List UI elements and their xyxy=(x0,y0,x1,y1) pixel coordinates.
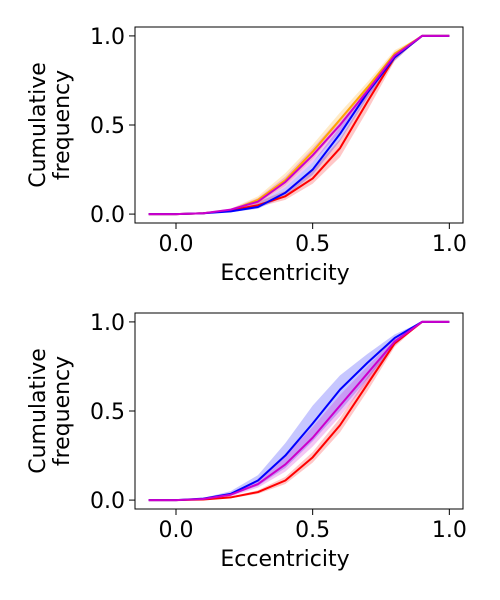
x-tick-label: 1.0 xyxy=(432,232,467,257)
y-tick-label: 0.5 xyxy=(90,114,125,139)
y-axis-label: frequency xyxy=(50,70,75,180)
y-axis-label: frequency xyxy=(50,356,75,466)
top-chart: 0.0 0.5 1.0 0.0 0.5 1.0 Eccentricity Cumulative… xyxy=(26,25,467,286)
y-axis-label: Cumulative xyxy=(26,348,51,474)
x-axis-label: Eccentricity xyxy=(220,547,349,572)
series-3-line xyxy=(148,34,450,216)
x-tick-label: 0.0 xyxy=(159,232,194,257)
y-tick-label: 1.0 xyxy=(90,311,125,336)
series-2-line xyxy=(148,320,450,502)
x-tick-label: 0.5 xyxy=(295,518,330,543)
y-axis-label: Cumulative xyxy=(26,62,51,188)
y-tick-label: 1.0 xyxy=(90,25,125,50)
y-tick-label: 0.5 xyxy=(90,400,125,425)
y-tick-label: 0.0 xyxy=(90,203,125,228)
x-tick-label: 0.0 xyxy=(159,518,194,543)
bottom-chart: 0.0 0.5 1.0 0.0 0.5 1.0 Eccentricity Cumulative… xyxy=(26,311,467,572)
x-tick-label: 1.0 xyxy=(432,518,467,543)
x-axis-label: Eccentricity xyxy=(220,261,349,286)
x-tick-label: 0.5 xyxy=(295,232,330,257)
y-tick-label: 0.0 xyxy=(90,489,125,514)
